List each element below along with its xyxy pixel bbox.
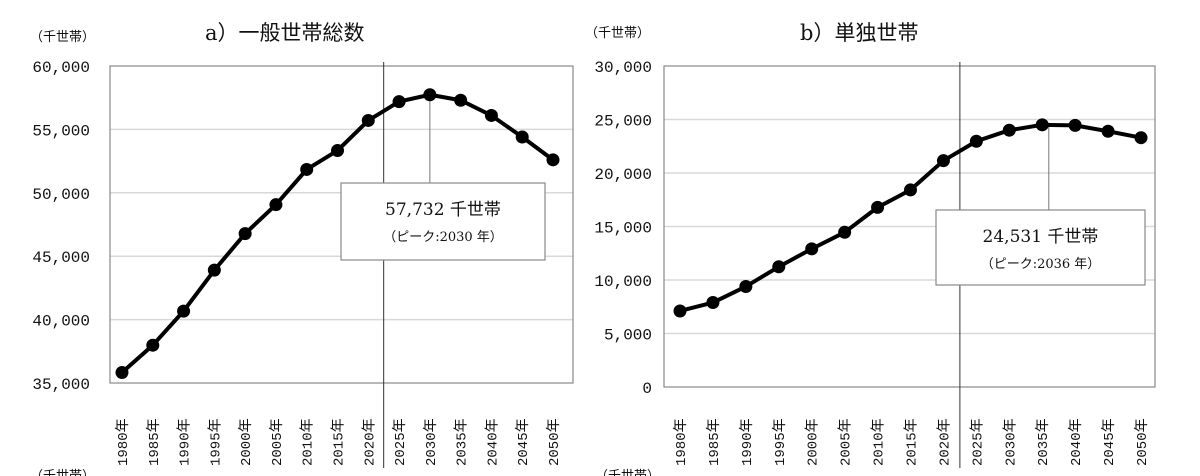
- data-point: [177, 304, 191, 318]
- data-point: [772, 260, 786, 274]
- x-tick-label: 2050年: [1134, 418, 1151, 466]
- data-point: [454, 93, 468, 107]
- y-tick-label: 50,000: [32, 186, 90, 204]
- chart-title: b）単独世帯: [800, 21, 918, 45]
- x-tick-label: 2010年: [871, 418, 888, 466]
- data-point: [207, 263, 221, 277]
- chart-a: 35,000 40,000 45,000 50,000 55,000 60,000 a）一般…: [30, 21, 574, 476]
- x-tick-label: 2005年: [838, 418, 855, 466]
- data-point: [739, 280, 753, 294]
- x-tick-label: 2020年: [936, 418, 953, 466]
- y-tick-label: 35,000: [32, 376, 90, 394]
- x-tick-label: 1990年: [739, 418, 756, 466]
- x-tick-label: 2035年: [1035, 418, 1052, 466]
- x-tick-label: 1990年: [177, 418, 194, 466]
- next-chart-unit-label: （千世帯）: [30, 469, 95, 476]
- data-point: [115, 366, 129, 380]
- next-chart-unit-label: （千世帯）: [595, 469, 660, 476]
- x-tick-label: 2040年: [484, 418, 501, 466]
- peak-value: 57,732 千世帯: [385, 200, 501, 220]
- x-tick-label: 2000年: [805, 418, 822, 466]
- data-point: [300, 162, 314, 176]
- x-tick-label: 2030年: [1002, 418, 1019, 466]
- y-tick-label: 60,000: [32, 59, 90, 77]
- x-tick-label: 2035年: [454, 418, 471, 466]
- data-point: [484, 108, 498, 122]
- y-tick-label: 30,000: [594, 59, 652, 77]
- x-tick-label: 1985年: [146, 418, 163, 466]
- chart-title: a）一般世帯総数: [205, 21, 365, 45]
- data-point: [1002, 123, 1016, 137]
- y-tick-label: 25,000: [594, 113, 652, 131]
- x-tick-label: 2010年: [300, 418, 317, 466]
- data-point: [515, 130, 529, 144]
- data-point: [546, 153, 560, 167]
- x-tick-label: 2015年: [331, 418, 348, 466]
- data-point: [331, 144, 344, 158]
- chart-b: 0 5,000 10,000 15,000 20,000 25,000 30,000 b）単独…: [585, 21, 1156, 476]
- x-tick-label: 2025年: [392, 418, 409, 466]
- x-tick-label: 1985年: [706, 418, 723, 466]
- y-tick-label: 5,000: [604, 327, 652, 345]
- x-tick-label: 2045年: [515, 418, 532, 466]
- data-point: [269, 198, 283, 212]
- y-tick-label: 40,000: [32, 313, 90, 331]
- data-point: [805, 242, 819, 256]
- x-tick-label: 2020年: [361, 418, 378, 466]
- data-point: [1068, 118, 1082, 132]
- x-tick-label: 1995年: [207, 418, 224, 466]
- y-tick-label: 10,000: [594, 273, 652, 291]
- data-point: [706, 296, 720, 310]
- peak-value: 24,531 千世帯: [983, 227, 1099, 247]
- y-tick-label: 0: [642, 380, 652, 398]
- x-tick-label: 1980年: [673, 418, 690, 466]
- y-tick-label: 15,000: [594, 220, 652, 238]
- x-tick-label: 1980年: [115, 418, 132, 466]
- x-tick-label: 2040年: [1068, 418, 1085, 466]
- data-point: [423, 88, 437, 102]
- data-point: [969, 134, 983, 148]
- data-point: [1134, 131, 1148, 145]
- data-point: [1101, 124, 1115, 138]
- x-tick-label: 2045年: [1101, 418, 1118, 466]
- x-tick-label: 1995年: [772, 418, 789, 466]
- x-tick-label: 2030年: [423, 418, 440, 466]
- plot-area: [109, 65, 574, 384]
- data-point: [361, 113, 375, 127]
- data-point: [238, 227, 252, 241]
- x-tick-label: 2050年: [546, 418, 563, 466]
- peak-callout-box: [935, 209, 1146, 286]
- peak-year-note: （ピーク:2030 年）: [383, 230, 503, 245]
- y-tick-label: 20,000: [594, 166, 652, 184]
- data-point: [1035, 118, 1049, 132]
- data-point: [871, 200, 885, 214]
- data-point: [392, 95, 406, 109]
- x-tick-label: 2015年: [904, 418, 921, 466]
- peak-callout-box: [340, 182, 546, 261]
- plot-area: [663, 65, 1156, 388]
- y-tick-label: 55,000: [32, 122, 90, 140]
- y-unit-label: （千世帯）: [30, 30, 95, 45]
- x-tick-label: 2005年: [269, 418, 286, 466]
- y-tick-label: 45,000: [32, 249, 90, 267]
- data-point: [936, 154, 950, 168]
- y-unit-label: （千世帯）: [585, 26, 650, 41]
- x-tick-label: 2000年: [238, 418, 255, 466]
- peak-year-note: （ピーク:2036 年）: [981, 257, 1101, 272]
- data-point: [146, 338, 160, 352]
- data-point: [673, 304, 687, 318]
- x-tick-label: 2025年: [969, 418, 986, 466]
- data-point: [904, 183, 917, 197]
- data-point: [838, 225, 852, 239]
